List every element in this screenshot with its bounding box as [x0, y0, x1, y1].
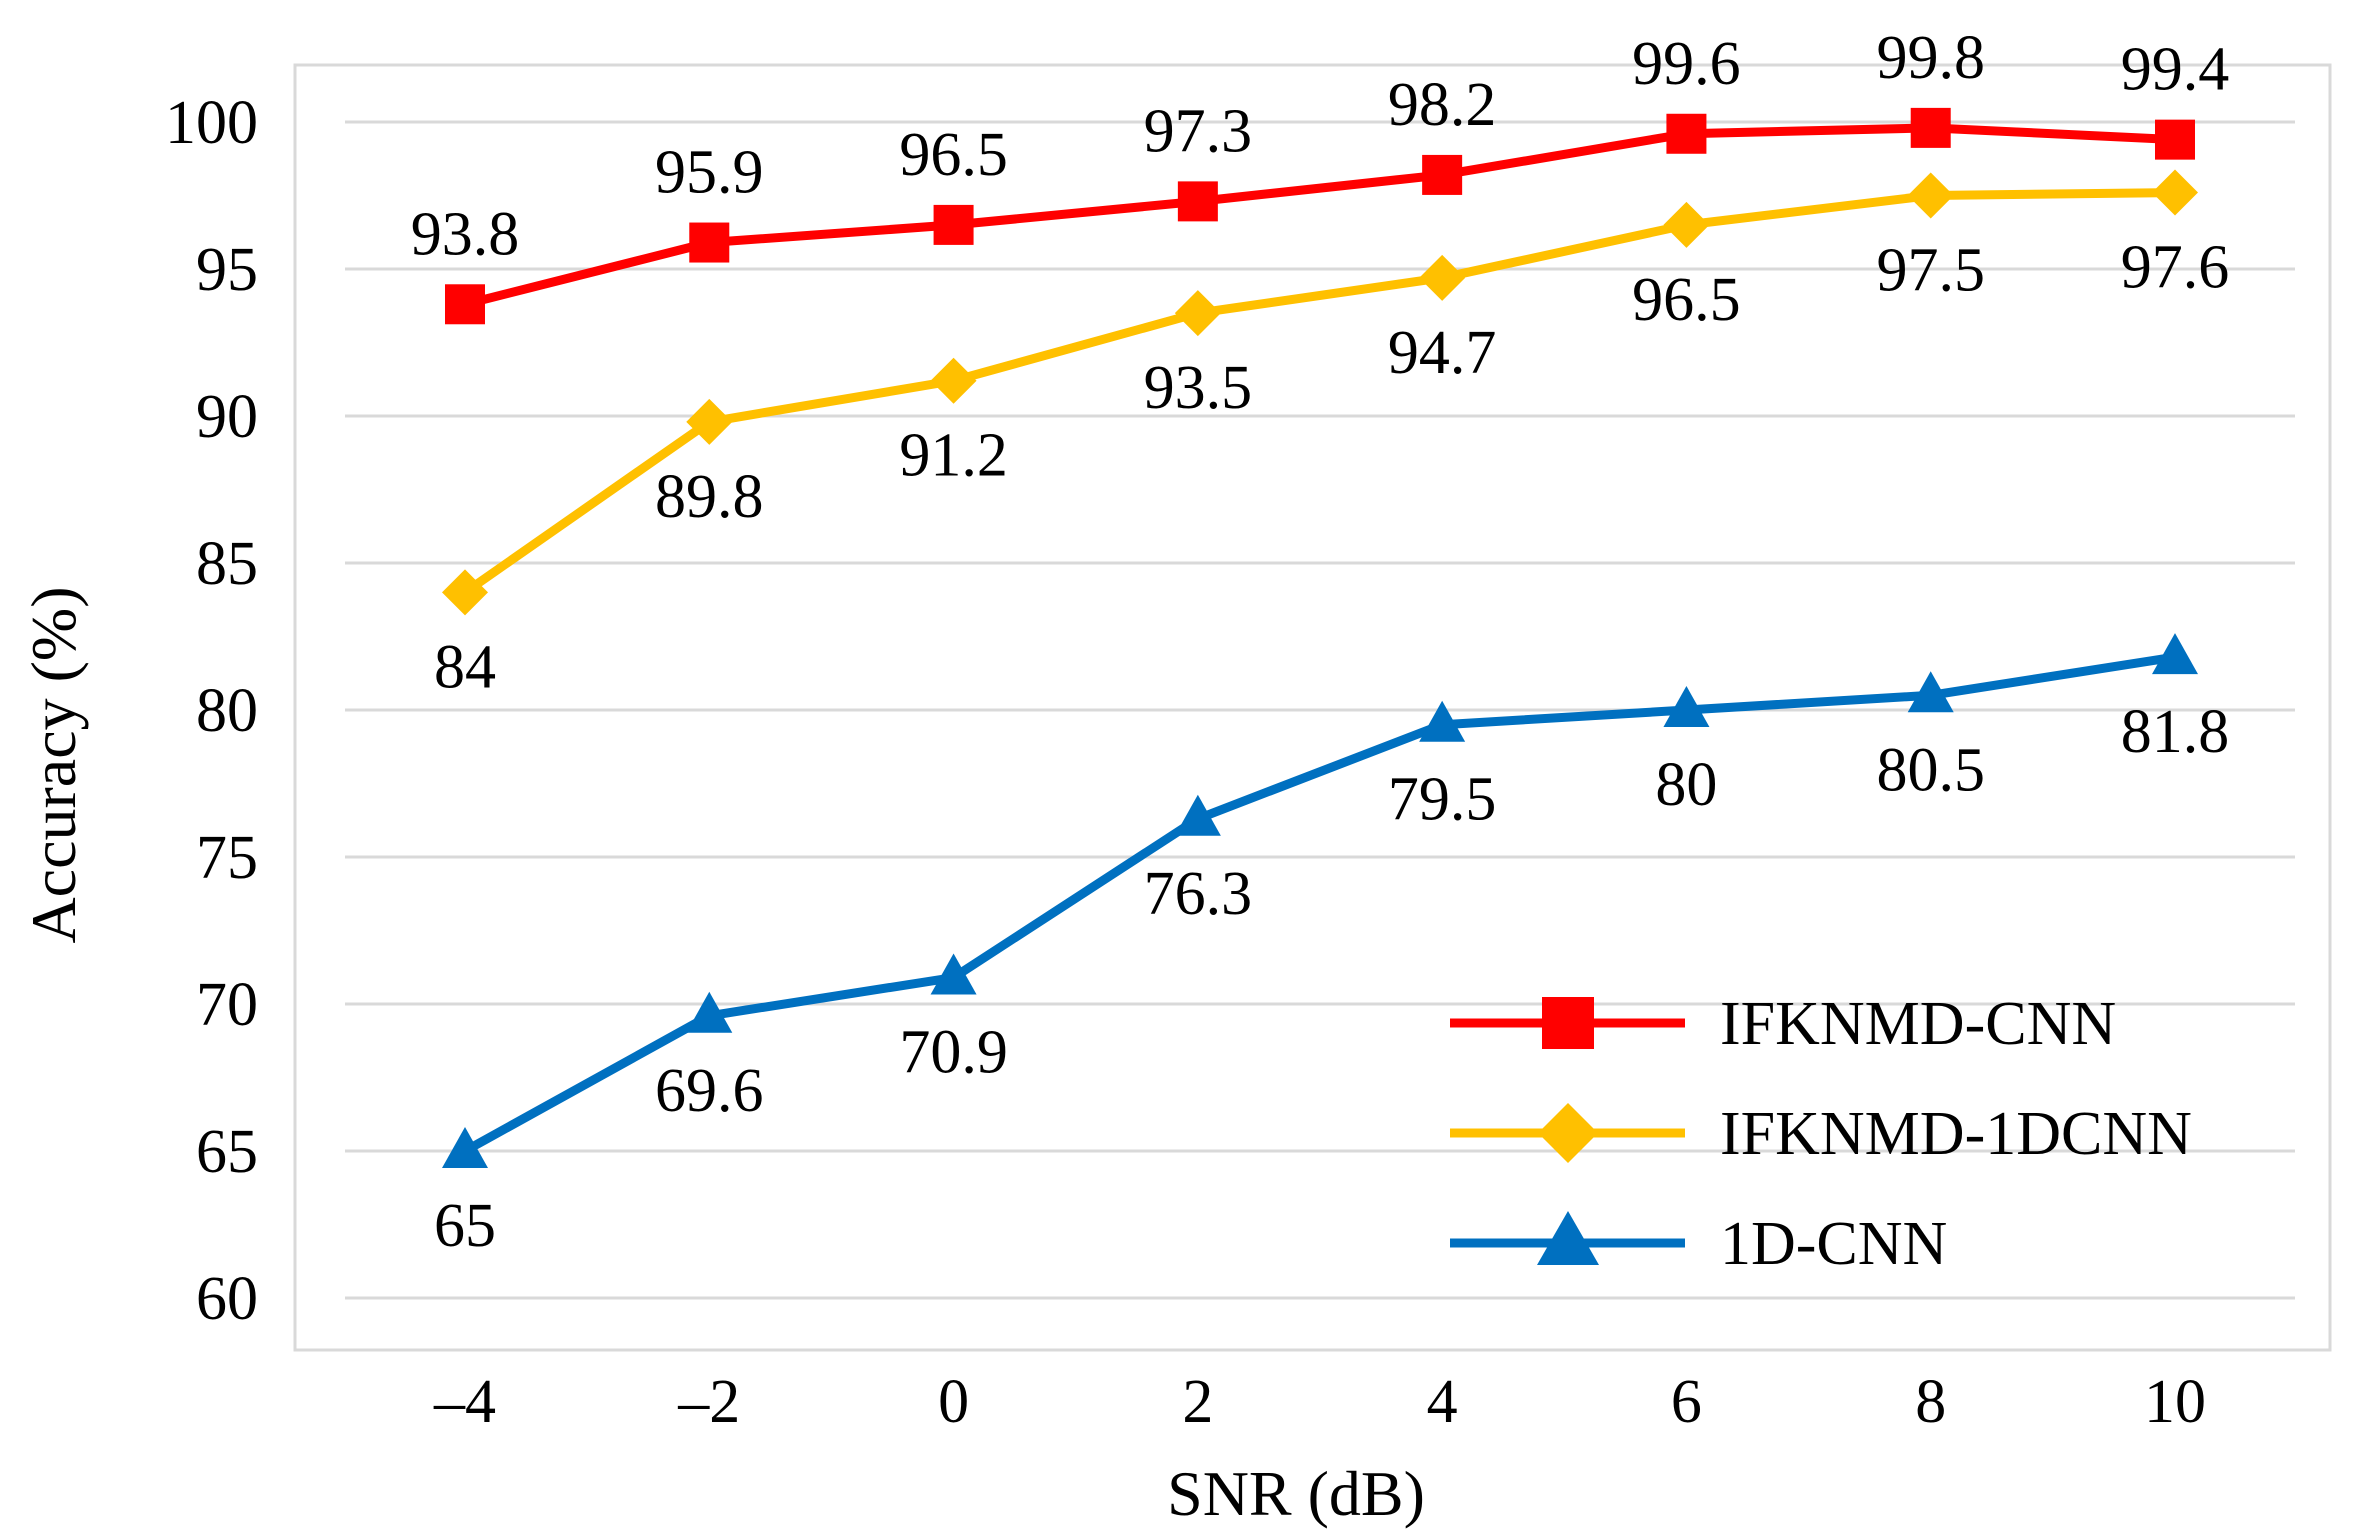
legend-label: IFKNMD-1DCNN [1720, 1100, 2192, 1168]
y-tick-label: 75 [196, 824, 258, 892]
series-line-ifknmd-1dcnn [462, 188, 2176, 597]
x-tick-label: 8 [1915, 1368, 1946, 1436]
data-label: 97.3 [1144, 97, 1253, 165]
data-label: 69.6 [655, 1057, 764, 1125]
x-axis-title: SNR (dB) [1167, 1458, 1425, 1529]
x-axis-tick-labels: –4 –2 0 2 4 6 8 10 [433, 1368, 2206, 1436]
y-tick-label: 100 [165, 89, 258, 157]
data-point [930, 357, 977, 404]
y-axis-tick-labels: 60 65 70 75 80 85 90 95 100 [165, 89, 258, 1333]
data-point [686, 398, 733, 445]
series-line-1d-cnn [462, 652, 2176, 1155]
data-label: 99.8 [1876, 24, 1985, 92]
legend-label: 1D-CNN [1720, 1210, 1947, 1278]
data-point [442, 569, 488, 616]
y-tick-label: 85 [196, 530, 258, 598]
y-tick-label: 90 [196, 383, 258, 451]
x-tick-label: 0 [938, 1368, 969, 1436]
data-label: 99.4 [2121, 36, 2230, 104]
data-label: 96.5 [899, 121, 1008, 189]
data-point [933, 204, 974, 245]
series-line-ifknmd-cnn [463, 123, 2176, 309]
legend-marker [1542, 997, 1594, 1049]
data-point [689, 222, 730, 263]
x-tick-label: 2 [1182, 1368, 1213, 1436]
data-label: 89.8 [655, 463, 764, 531]
data-label: 98.2 [1388, 71, 1497, 139]
data-point [1419, 254, 1466, 301]
x-tick-label: 10 [2144, 1368, 2206, 1436]
data-label: 84 [434, 633, 496, 701]
data-point [1663, 686, 1710, 727]
data-label: 95.9 [655, 139, 764, 207]
data-point [2152, 169, 2198, 216]
data-point [442, 1127, 488, 1168]
data-label: 70.9 [899, 1019, 1008, 1087]
y-axis-title: Accuracy (%) [18, 586, 89, 943]
legend-label: IFKNMD-CNN [1720, 990, 2116, 1058]
data-label: 97.5 [1876, 237, 1985, 305]
data-label: 93.8 [411, 200, 520, 268]
data-point [2152, 633, 2198, 675]
data-label: 81.8 [2121, 698, 2230, 766]
y-tick-label: 65 [196, 1118, 258, 1186]
data-label: 97.6 [2121, 234, 2230, 302]
data-label: 80 [1655, 751, 1717, 819]
series-markers [442, 107, 2198, 1168]
data-point [930, 953, 977, 995]
x-tick-label: –4 [433, 1368, 496, 1436]
data-label: 65 [434, 1192, 496, 1260]
data-point [1174, 290, 1221, 337]
legend-marker [1538, 1103, 1598, 1163]
x-tick-label: –2 [677, 1368, 740, 1436]
y-tick-label: 80 [196, 677, 258, 745]
data-label: 93.5 [1144, 354, 1253, 422]
data-point [1663, 201, 1710, 248]
data-label: 99.6 [1632, 30, 1741, 98]
data-point [1910, 107, 1951, 148]
data-point [1666, 113, 1707, 154]
gridlines [345, 120, 2295, 1300]
y-tick-label: 70 [196, 971, 258, 1039]
data-point [1907, 172, 1954, 219]
x-tick-label: 4 [1427, 1368, 1458, 1436]
data-label: 76.3 [1144, 860, 1253, 928]
data-point [1174, 794, 1221, 836]
plot-frame [293, 63, 2332, 1352]
legend: IFKNMD-CNN IFKNMD-1DCNN 1D-CNN [1450, 990, 2192, 1278]
legend-marker [1537, 1211, 1599, 1265]
data-label: 94.7 [1388, 319, 1497, 387]
x-tick-label: 6 [1671, 1368, 1702, 1436]
series-lines [462, 123, 2176, 1155]
data-label: 79.5 [1388, 766, 1497, 834]
data-point [1907, 671, 1954, 713]
data-point [686, 991, 733, 1033]
data-point [1419, 700, 1466, 742]
data-point [1422, 154, 1463, 195]
y-tick-label: 95 [196, 236, 258, 304]
y-tick-label: 60 [196, 1265, 258, 1333]
data-label: 91.2 [899, 422, 1008, 490]
data-label: 96.5 [1632, 266, 1741, 334]
data-label: 80.5 [1876, 736, 1985, 804]
data-point [1177, 181, 1218, 222]
data-point [445, 284, 485, 325]
data-point [2155, 119, 2195, 160]
data-labels: 93.8 95.9 96.5 97.3 98.2 99.6 99.8 99.4 84 89.8 91… [411, 24, 2230, 1260]
